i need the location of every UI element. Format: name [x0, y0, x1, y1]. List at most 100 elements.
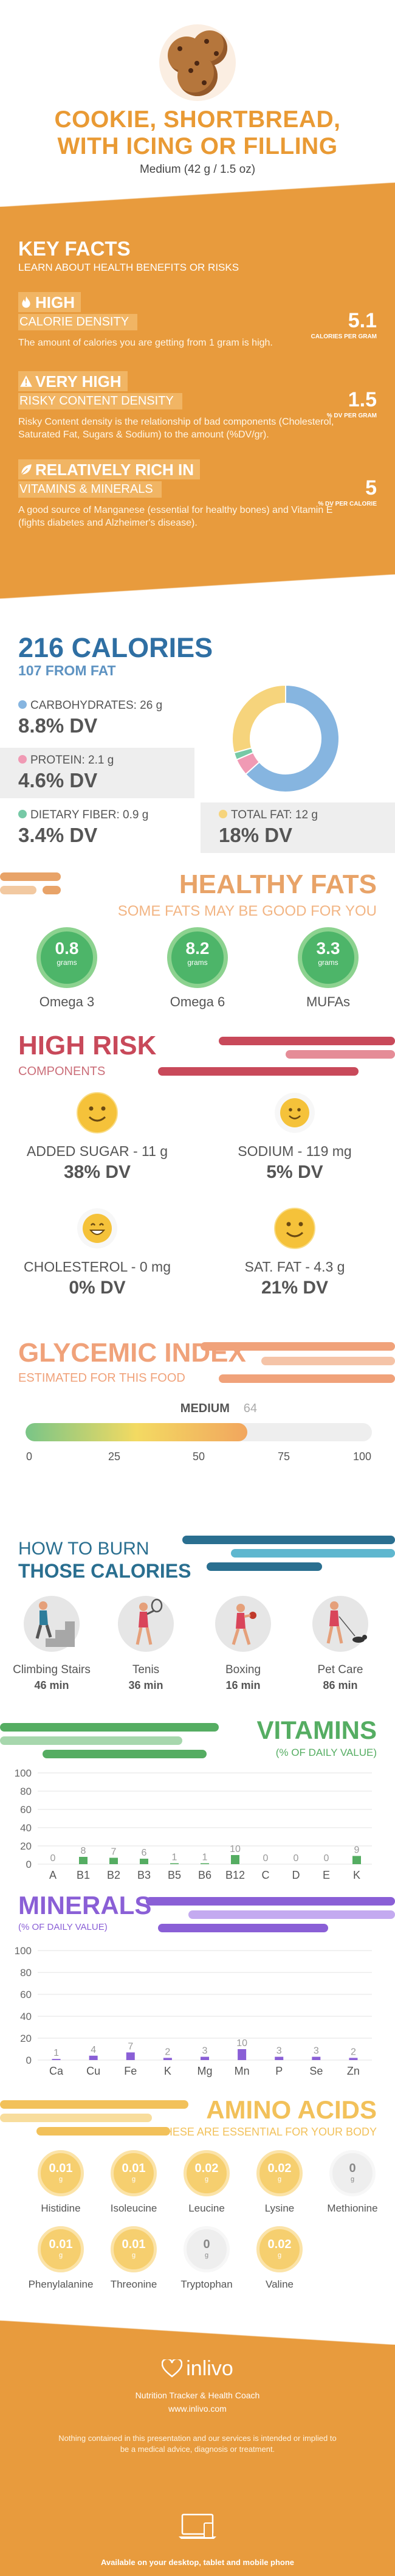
bar — [312, 2056, 321, 2060]
amino-circle: 0.02 g — [256, 2226, 303, 2272]
amino-unit: g — [131, 2176, 136, 2183]
y-tick-label: 20 — [20, 2033, 32, 2044]
decor-stripe — [286, 1050, 395, 1059]
x-tick-label: D — [292, 1869, 300, 1881]
activity-pet-care: Pet Care 86 min — [298, 1593, 383, 1692]
glycemic-tick: 50 — [192, 1450, 205, 1463]
nutrient-label: CARBOHYDRATES: 26 g — [30, 699, 163, 712]
calories-from-fat: 107 FROM FAT — [18, 663, 116, 678]
footer-disclaimer: Nothing contained in this presentation a… — [58, 2434, 337, 2454]
tennis-icon — [118, 1596, 174, 1652]
amino-name: Tryptophan — [180, 2278, 233, 2290]
bar-value-label: 10 — [230, 1844, 241, 1854]
footer-tagline: Nutrition Tracker & Health Coach — [135, 2390, 260, 2400]
heart-logo-icon — [161, 2358, 183, 2378]
x-tick-label: B6 — [198, 1869, 211, 1881]
decor-stripe — [188, 1910, 395, 1919]
high-risk-subtitle: COMPONENTS — [18, 1065, 106, 1078]
fat-dot-icon — [219, 810, 227, 818]
decor-stripe — [231, 1549, 395, 1558]
bar — [126, 2052, 135, 2060]
glycemic-index-section: GLYCEMIC INDEX ESTIMATED FOR THIS FOOD M… — [0, 1329, 395, 1511]
decor-stripe — [158, 1924, 328, 1932]
fact-level: HIGH — [35, 293, 75, 312]
amino-value: 0.01 — [122, 2238, 146, 2251]
calories-title: 216 CALORIES — [18, 632, 213, 663]
fat-omega6: 8.2 grams Omega 6 — [155, 927, 240, 1010]
decor-stripe — [36, 2127, 170, 2136]
bar — [201, 1863, 209, 1864]
fat-name: Omega 3 — [39, 994, 95, 1009]
fact-risky-content: VERY HIGH RISKY CONTENT DENSITY Risky Co… — [18, 371, 377, 441]
fact-calorie-density: HIGH CALORIE DENSITY The amount of calor… — [18, 292, 377, 349]
activity-name: Pet Care — [317, 1663, 363, 1676]
activity-name: Climbing Stairs — [13, 1663, 91, 1676]
amino-item: 0.02 g Valine — [243, 2226, 316, 2291]
footer: inlivo Nutrition Tracker & Health Coach … — [0, 2320, 395, 2576]
smile-face-icon — [274, 1208, 315, 1249]
key-facts-title: KEY FACTS — [18, 237, 131, 260]
fat-value: 3.3 — [316, 939, 340, 958]
footer-url[interactable]: www.inlivo.com — [168, 2404, 227, 2414]
devices-icon — [179, 2513, 216, 2539]
glycemic-tick: 25 — [108, 1450, 121, 1463]
amino-item: 0.02 g Lysine — [243, 2150, 316, 2215]
amino-name: Histidine — [41, 2202, 81, 2214]
amino-circle: 0.01 g — [38, 2226, 84, 2272]
bar-value-label: 0 — [324, 1853, 329, 1864]
x-tick-label: Ca — [49, 2065, 64, 2077]
activity-tennis: Tenis 36 min — [103, 1593, 188, 1692]
amino-unit: g — [131, 2252, 136, 2259]
decor-stripe — [182, 1536, 395, 1544]
amino-value: 0.01 — [49, 2162, 73, 2175]
serving-size: Medium (42 g / 1.5 oz) — [139, 163, 256, 176]
bar-value-label: 7 — [111, 1847, 117, 1857]
vitamins-bar-chart: 100 80 60 40 20 0 0 A 8 B1 7 B2 6 B3 1 B5 1 B6 10 B12 0 C 0 D 0 E… — [15, 1767, 372, 1881]
amino-circle: 0.01 g — [38, 2150, 84, 2196]
key-facts-section: KEY FACTS LEARN ABOUT HEALTH BENEFITS OR… — [0, 183, 395, 599]
amino-name: Methionine — [327, 2202, 378, 2214]
fact-value: 1.5 — [348, 388, 377, 411]
risk-label: SAT. FAT - 4.3 g — [244, 1259, 345, 1275]
risk-sodium: SODIUM - 119 mg 5% DV — [216, 1091, 374, 1183]
dog-walking-icon — [312, 1596, 368, 1652]
amino-name: Valine — [266, 2278, 294, 2290]
bar-value-label: 7 — [128, 2041, 133, 2052]
vitamins-section: VITAMINS (% OF DAILY VALUE) 100 80 60 40 20 0… — [0, 1712, 395, 1888]
macro-donut-chart — [232, 684, 340, 793]
y-tick-label: 100 — [15, 1945, 32, 1957]
amino-circle: 0.02 g — [256, 2150, 303, 2196]
amino-item: 0.01 g Phenylalanine — [24, 2226, 97, 2291]
leaf-icon — [21, 464, 32, 475]
amino-value: 0.01 — [49, 2238, 73, 2251]
y-tick-label: 80 — [20, 1786, 32, 1797]
risk-sat-fat: SAT. FAT - 4.3 g 21% DV — [216, 1207, 374, 1298]
y-tick-label: 20 — [20, 1840, 32, 1852]
footer-available: Available on your desktop, tablet and mo… — [100, 2558, 295, 2567]
fact-topic: CALORIE DENSITY — [18, 314, 138, 330]
x-tick-label: Mn — [235, 2065, 250, 2077]
risk-dv: 38% DV — [63, 1162, 131, 1182]
x-tick-label: B3 — [137, 1869, 151, 1881]
amino-name: Leucine — [188, 2202, 225, 2214]
glycemic-tick: 0 — [26, 1450, 33, 1463]
stairs-icon — [24, 1596, 80, 1652]
bar — [140, 1859, 148, 1864]
bar — [201, 2056, 209, 2060]
minerals-section: MINERALS (% OF DAILY VALUE) 100 80 60 40 20 0… — [0, 1888, 395, 2089]
x-tick-label: Se — [309, 2065, 323, 2077]
decor-stripe — [146, 1897, 395, 1906]
fiber-dot-icon — [18, 810, 27, 818]
amino-value: 0.02 — [267, 2162, 292, 2175]
amino-value: 0.02 — [194, 2162, 219, 2175]
brand: inlivo — [0, 2357, 395, 2381]
amino-circle: 0.02 g — [184, 2150, 230, 2196]
bar — [349, 2058, 358, 2060]
fact-vitamins-minerals: RELATIVELY RICH IN VITAMINS & MINERALS A… — [18, 459, 377, 529]
risk-dv: 21% DV — [261, 1278, 329, 1298]
x-tick-label: K — [353, 1869, 360, 1881]
x-tick-label: Zn — [347, 2065, 360, 2077]
decor-stripe — [43, 1750, 207, 1758]
